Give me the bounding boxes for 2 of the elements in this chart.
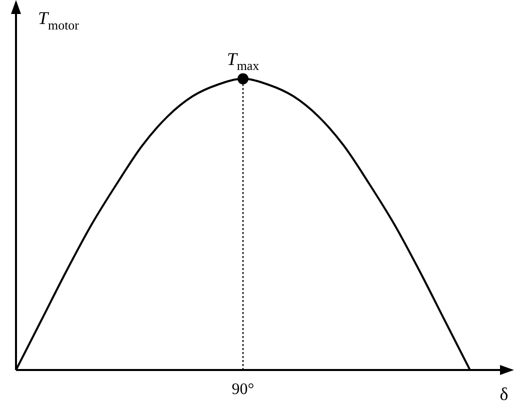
- text: 90°: [232, 381, 254, 398]
- x-axis-title: δ: [500, 384, 508, 404]
